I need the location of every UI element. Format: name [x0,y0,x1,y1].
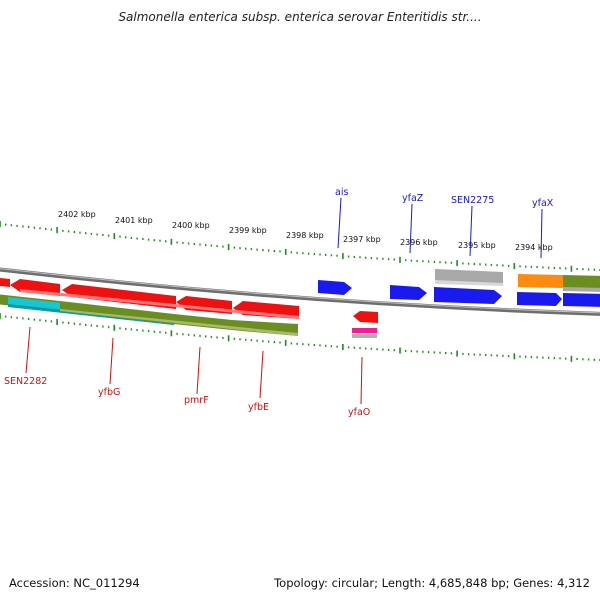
genome-title: Salmonella enterica subsp. enterica sero… [118,10,482,24]
kbp-labels: 2402 kbp 2401 kbp 2400 kbp 2399 kbp 2398… [58,210,553,252]
gene-label-yfbE[interactable]: yfbE [248,402,269,413]
gene-labels-forward: ais yfaZ SEN2275 yfaX [335,187,554,259]
topology-text: Topology: circular; Length: 4,685,848 bp… [274,576,590,590]
kbp-label: 2394 kbp [515,243,553,252]
gene-label-leader [360,356,363,405]
gene-label-yfbG[interactable]: yfbG [98,387,120,398]
gene-pink-yfaO [352,328,377,333]
gene-label-leader [109,337,114,385]
gene-blue-yfaX [517,292,562,306]
gene-grey-right [563,287,600,292]
gene-grey-SEN2275-shade [435,280,503,286]
gene-blue-right [563,293,600,307]
kbp-label: 2395 kbp [458,241,496,250]
gene-labels-reverse: SEN2282 yfbG pmrF yfbE yfaO [4,326,370,418]
kbp-label: 2402 kbp [58,210,96,219]
gene-label-leader [196,346,201,395]
gene-label-SEN2282[interactable]: SEN2282 [4,376,47,387]
gene-red-yfaO [353,311,378,323]
kbp-label: 2396 kbp [400,238,438,247]
gene-blue-SEN2275 [434,287,502,304]
gene-label-leader [409,203,413,254]
accession-text: Accession: NC_011294 [9,576,140,590]
gene-label-yfaX[interactable]: yfaX [532,198,554,209]
gene-label-yfaO[interactable]: yfaO [348,407,370,418]
kbp-label: 2399 kbp [229,226,267,235]
gene-label-leader [25,326,31,374]
gene-orange-yfaX [518,274,563,288]
gene-red-SEN2282 [0,278,10,287]
kbp-label: 2398 kbp [286,231,324,240]
gene-olive-right [563,275,600,289]
gene-label-leader [469,205,473,257]
gene-olive-shade [60,309,298,336]
tick-row-bottom [0,313,600,362]
gene-red-shade [20,289,299,319]
gene-label-leader [540,208,543,259]
gene-label-leader [337,197,342,249]
backbone-line [0,267,600,316]
tick-row-top [0,221,600,272]
gene-label-pmrF[interactable]: pmrF [184,395,209,406]
gene-label-yfaZ[interactable]: yfaZ [402,193,424,204]
kbp-label: 2401 kbp [115,216,153,225]
backbone-highlight [0,268,600,314]
gene-label-ais[interactable]: ais [335,187,348,198]
gene-blue-yfaZ [390,285,427,300]
gene-label-leader [259,350,264,399]
gene-blue-ais [318,280,352,295]
kbp-label: 2400 kbp [172,221,210,230]
gene-label-SEN2275[interactable]: SEN2275 [451,195,494,206]
kbp-label: 2397 kbp [343,235,381,244]
gene-grey-yfaO [352,334,377,338]
